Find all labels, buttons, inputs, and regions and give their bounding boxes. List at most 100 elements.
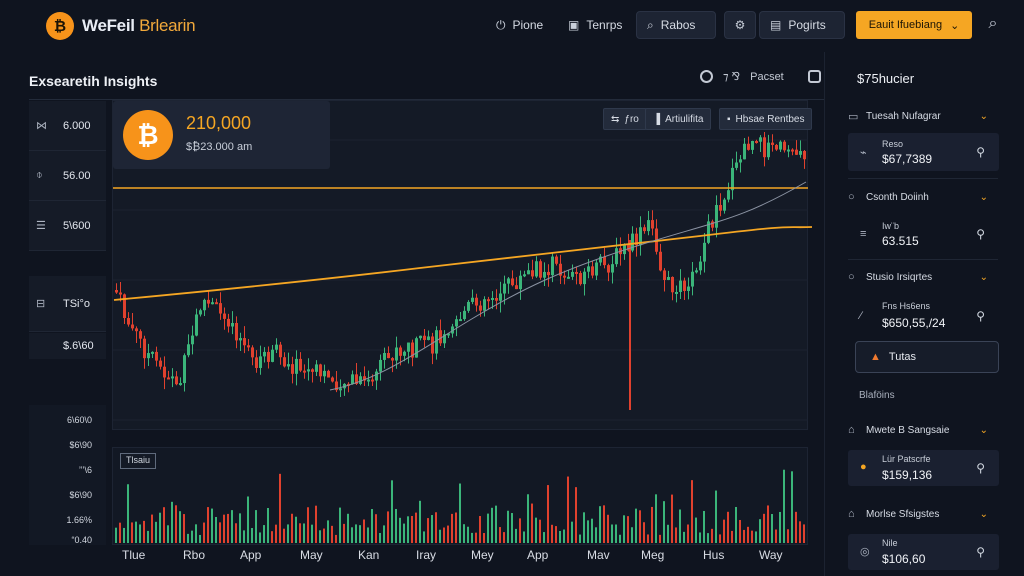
stat-row[interactable]: ☰ 5\600 — [29, 201, 106, 251]
pin-icon[interactable]: ⚲ — [976, 145, 985, 159]
candle-body — [779, 141, 782, 150]
volume-bar — [747, 526, 749, 543]
stat-value: 56.00 — [63, 169, 91, 182]
pin-icon[interactable]: ⚲ — [976, 309, 985, 323]
volume-bar — [331, 525, 333, 543]
chip-range[interactable]: ⇆ ƒro — [603, 108, 647, 130]
candle-body — [227, 318, 230, 327]
candle-body — [723, 199, 726, 211]
rp-menu-row[interactable]: ○ Stusio Irsiqrtes ⌄ — [848, 269, 998, 285]
candle-body — [283, 357, 286, 367]
candle-body — [659, 251, 662, 271]
candle-body — [131, 324, 134, 329]
candle-body — [383, 353, 386, 360]
volume-bar — [487, 513, 489, 543]
volume-bar — [659, 534, 661, 543]
candle-body — [607, 265, 610, 273]
volume-bar — [519, 518, 521, 543]
candle-body — [123, 294, 126, 319]
nav-item-pione[interactable]: ⏻ Pione — [486, 11, 553, 39]
stat-row[interactable]: ⌽ 56.00 — [29, 151, 106, 201]
volume-bar — [739, 519, 741, 543]
cta-button[interactable]: Eauit Ifuebiang ⌄ — [856, 11, 972, 39]
rp-card-label: Fns Hs6ens — [882, 301, 931, 311]
candle-body — [319, 364, 322, 377]
search-icon[interactable]: ⌕ — [988, 15, 998, 32]
rp-menu-row[interactable]: ▭ Tuesah Nufagrar ⌄ — [848, 108, 998, 124]
bitcoin-logo-icon[interactable]: ₿ — [46, 12, 74, 40]
candle-body — [547, 271, 550, 276]
chip-label: ƒro — [624, 113, 639, 125]
candle-body — [675, 291, 678, 294]
volume-bar — [287, 524, 289, 543]
nav-item-pogirts[interactable]: ▤ Pogirts — [759, 11, 845, 39]
tool-label[interactable]: Pacset — [750, 70, 784, 83]
candle-body — [267, 351, 270, 362]
candle-body — [599, 256, 602, 263]
candle-body — [663, 270, 666, 280]
rp-active-item[interactable]: ▲ Tutas — [855, 341, 999, 373]
volume-bar — [727, 511, 729, 543]
rp-menu-row[interactable]: ⌂ Mwete B Sangsaie ⌄ — [848, 422, 998, 438]
candle-body — [351, 374, 354, 385]
candle-body — [499, 293, 502, 301]
volume-bar — [339, 507, 341, 543]
rp-row-label: Csonth Doiinh — [866, 191, 929, 203]
nav-item-rabos[interactable]: ⌕ Rabos — [636, 11, 716, 39]
candle-body — [175, 376, 178, 385]
rp-card-value: $159,136 — [882, 468, 933, 482]
pin-icon[interactable]: ⚲ — [976, 227, 985, 241]
expand-icon[interactable] — [807, 70, 821, 83]
nav-item-tenrps[interactable]: ▣ Tenrps — [558, 11, 632, 39]
candle-body — [787, 149, 790, 152]
rp-value-card[interactable]: ≡ Iw¨b 63.515 ⚲ — [848, 215, 999, 253]
pin-icon[interactable]: ⚲ — [976, 461, 985, 475]
brand-name[interactable]: WeFeil Brlearin — [82, 16, 196, 36]
volume-bar — [575, 487, 577, 543]
volume-bar — [459, 483, 461, 543]
stat-row[interactable]: $.6\60 — [29, 333, 106, 359]
price-card[interactable]: ₿ 210,000 $₿23.000 am — [113, 101, 330, 169]
coin-icon: ● — [860, 461, 867, 473]
candle-body — [219, 303, 222, 314]
nav-item-settings[interactable]: ⚙ — [724, 11, 756, 39]
candle-body — [691, 271, 694, 287]
chip-base[interactable]: ▪ Hbsae Rentbes — [719, 108, 813, 130]
rp-value-card[interactable]: ● Lür Patscrfe $159,136 ⚲ — [848, 450, 999, 486]
volume-bar — [475, 532, 477, 543]
rp-value-card[interactable]: ⌁ Reso $67,7389 ⚲ — [848, 133, 999, 171]
candle-body — [339, 388, 342, 391]
rp-section-heading: Blaföins — [859, 390, 895, 401]
volume-bar — [435, 512, 437, 543]
wallet-icon: ⌁ — [860, 147, 867, 159]
volume-bar — [695, 517, 697, 543]
candle-body — [767, 142, 770, 158]
stat-row[interactable]: ⊟ TSi°o — [29, 276, 106, 332]
rp-value-card[interactable]: ∕ Fns Hs6ens $650,55,/24 ⚲ — [848, 297, 999, 335]
volume-bar — [783, 469, 785, 543]
pin-icon[interactable]: ⚲ — [976, 545, 985, 559]
chip-indicators[interactable]: ▐ Artiulifita — [645, 108, 712, 130]
candle-body — [751, 140, 754, 150]
rp-card-value: 63.515 — [882, 234, 919, 248]
volume-bar — [299, 523, 301, 543]
candle-body — [439, 330, 442, 344]
candle-body — [447, 333, 450, 336]
volume-bar — [415, 512, 417, 543]
rp-menu-row[interactable]: ○ Csonth Doiinh ⌄ — [848, 189, 998, 205]
volume-bar — [523, 531, 525, 543]
candle-body — [699, 261, 702, 271]
volume-bar — [467, 526, 469, 543]
stat-row[interactable]: ⋈ 6.000 — [29, 101, 106, 151]
candle-body — [187, 344, 190, 356]
refresh-icon[interactable] — [700, 70, 713, 83]
rp-menu-row[interactable]: ⌂ Morlse Sfsigstes ⌄ — [848, 506, 998, 522]
candle-body — [247, 345, 250, 348]
volume-bar — [691, 480, 693, 543]
volume-bar — [495, 505, 497, 543]
rp-value-card[interactable]: ◎ Nile $106,60 ⚲ — [848, 534, 999, 570]
square-icon: ▪ — [727, 113, 731, 125]
candle-body — [435, 330, 438, 354]
volume-bar — [619, 534, 621, 543]
volume-bar — [187, 533, 189, 543]
